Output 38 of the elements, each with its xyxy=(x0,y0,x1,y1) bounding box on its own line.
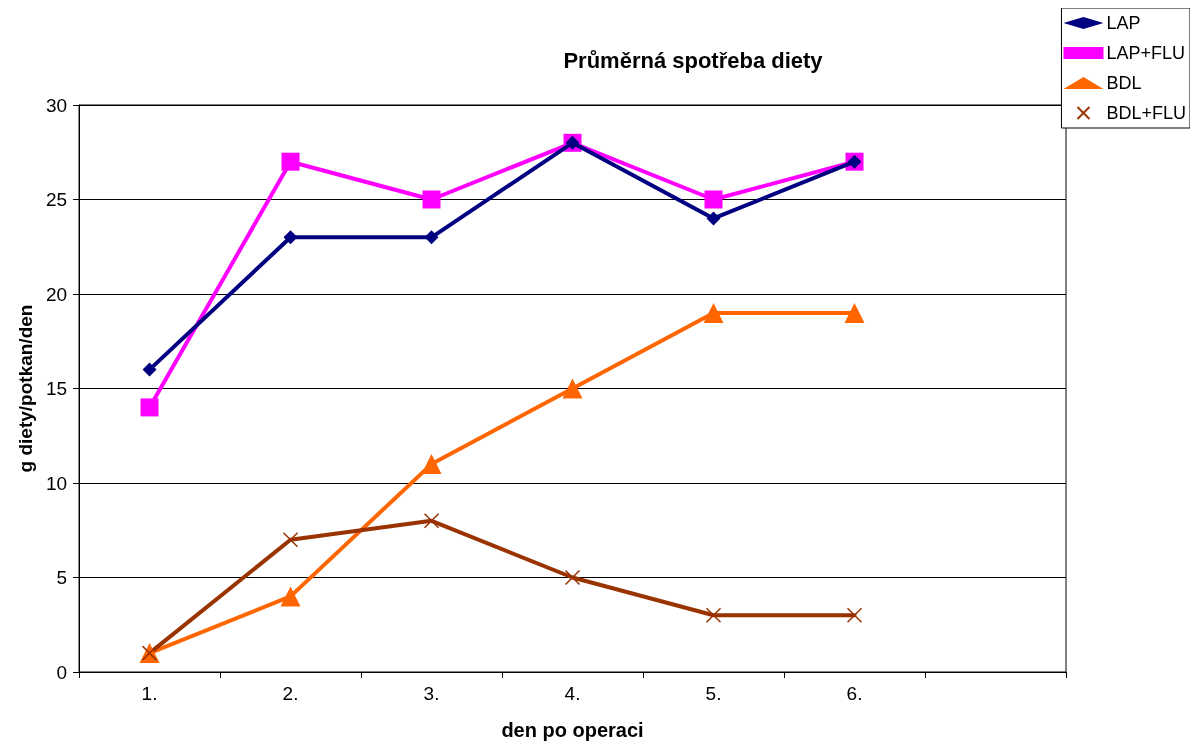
point xyxy=(846,607,863,624)
legend-label: BDL+FLU xyxy=(1106,103,1187,123)
point xyxy=(422,190,441,209)
point xyxy=(844,302,865,323)
x-tick-label: 2. xyxy=(282,683,299,704)
y-tick-label: 20 xyxy=(45,283,68,305)
x-tick-label: 3. xyxy=(423,683,440,704)
y-tick-label: 25 xyxy=(45,189,68,210)
chart-title: Průměrná spotřeba diety xyxy=(563,47,824,73)
y-axis-title: g diety/potkan/den xyxy=(15,304,36,473)
y-tick-label: 30 xyxy=(45,94,68,116)
y-tick-label: 15 xyxy=(45,378,68,399)
y-tick-label: 0 xyxy=(56,661,68,683)
x-axis-title: den po operaci xyxy=(501,719,644,741)
point xyxy=(421,454,442,475)
point xyxy=(562,378,583,399)
point xyxy=(564,569,581,586)
point xyxy=(282,531,299,548)
point xyxy=(706,211,721,226)
y-tick-label: 5 xyxy=(56,567,68,588)
point xyxy=(423,513,440,529)
point xyxy=(283,230,298,245)
x-tick-label: 4. xyxy=(564,683,581,704)
point xyxy=(704,190,723,209)
y-tick-label: 10 xyxy=(45,472,68,494)
legend-label: LAP+FLU xyxy=(1106,43,1186,63)
x-tick-label: 1. xyxy=(141,683,158,704)
legend-label: BDL xyxy=(1106,73,1142,93)
legend-label: LAP xyxy=(1106,13,1141,33)
x-tick-label: 6. xyxy=(846,683,863,704)
point xyxy=(424,230,439,245)
point xyxy=(280,586,301,607)
point xyxy=(703,302,724,323)
x-tick-label: 5. xyxy=(705,683,722,704)
point xyxy=(281,152,300,171)
point xyxy=(705,607,722,624)
point xyxy=(140,398,159,417)
point xyxy=(142,362,157,377)
